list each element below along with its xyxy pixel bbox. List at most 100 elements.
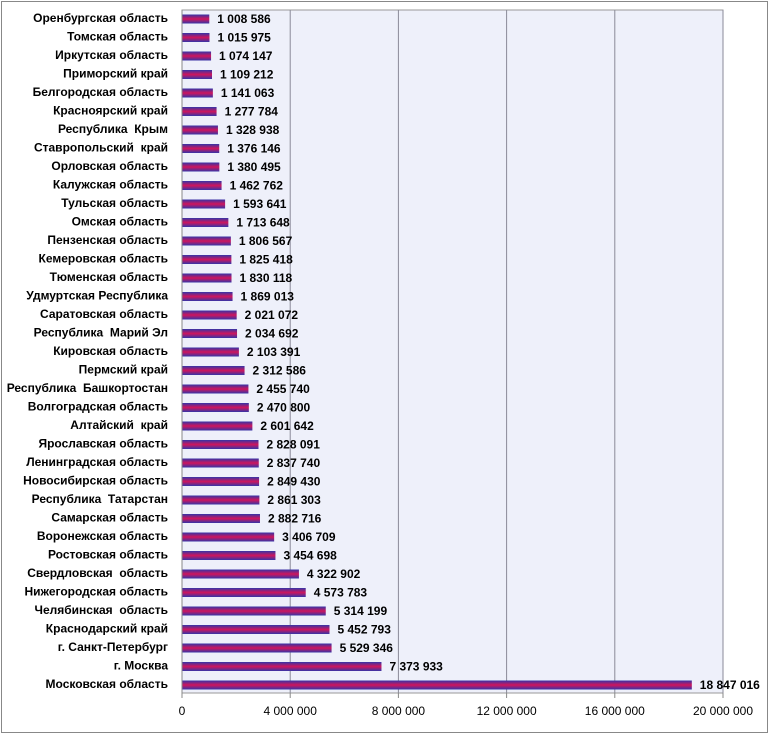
y-tick-label: Республика Крым <box>58 122 168 136</box>
plot-area <box>181 9 724 694</box>
y-tick-label: Белгородская область <box>33 85 168 99</box>
value-label: 2 861 303 <box>267 493 321 507</box>
y-tick-label: Новосибирская область <box>23 474 168 488</box>
bar <box>182 643 332 653</box>
y-tick-label: Красноярский край <box>53 104 168 118</box>
y-tick-label: Приморский край <box>63 67 168 81</box>
value-label: 1 008 586 <box>217 12 271 26</box>
value-label: 1 328 938 <box>226 123 280 137</box>
value-label: 7 373 933 <box>389 660 443 674</box>
y-tick-label: Волгоградская область <box>28 400 168 414</box>
bar <box>182 662 382 671</box>
value-label: 1 277 784 <box>225 105 279 119</box>
y-tick-label: Пермский край <box>79 363 168 377</box>
y-tick-label: Оренбургская область <box>33 11 168 25</box>
y-tick-label: Кемеровская область <box>39 252 169 266</box>
x-tick-label: 0 <box>179 704 186 718</box>
value-label: 2 470 800 <box>257 401 311 415</box>
value-label: 3 406 709 <box>282 530 336 544</box>
value-label: 2 601 642 <box>260 419 314 433</box>
y-tick-label: Краснодарский край <box>46 622 168 636</box>
y-tick-label: Алтайский край <box>70 418 168 432</box>
bar <box>182 162 220 172</box>
value-label: 1 825 418 <box>239 253 293 267</box>
x-tick-label: 8 000 000 <box>372 704 426 718</box>
value-label: 1 380 495 <box>227 160 281 174</box>
bar <box>182 144 220 153</box>
y-tick-label: Пензенская область <box>47 233 168 247</box>
y-tick-label: Свердловская область <box>27 566 168 580</box>
bar <box>182 51 212 61</box>
bar <box>182 569 299 579</box>
value-label: 2 455 740 <box>256 382 310 396</box>
bar <box>182 292 233 301</box>
bar <box>182 33 210 42</box>
bar <box>182 347 239 357</box>
y-tick-label: Кировская область <box>53 344 168 358</box>
bar <box>182 495 260 505</box>
value-label: 2 882 716 <box>268 512 322 526</box>
value-label: 2 034 692 <box>245 327 299 341</box>
value-label: 2 828 091 <box>266 438 320 452</box>
y-tick-label: Тюменская область <box>50 270 168 284</box>
bar <box>182 514 260 523</box>
bar <box>182 70 213 79</box>
y-tick-label: Саратовская область <box>40 307 168 321</box>
x-tick-label: 16 000 000 <box>585 704 645 718</box>
value-label: 2 312 586 <box>253 364 307 378</box>
bar <box>182 218 229 227</box>
value-label: 1 830 118 <box>240 271 293 285</box>
bar <box>182 236 231 246</box>
y-tick-label: Ленинградская область <box>26 455 168 469</box>
y-tick-label: Орловская область <box>51 159 168 173</box>
x-tick-label: 20 000 000 <box>693 704 753 718</box>
value-label: 2 021 072 <box>245 308 299 322</box>
y-tick-label: Удмуртская Республика <box>26 289 168 303</box>
value-label: 5 452 793 <box>337 623 391 637</box>
value-label: 5 314 199 <box>334 604 388 618</box>
x-tick-label: 4 000 000 <box>264 704 318 718</box>
value-label: 2 103 391 <box>247 345 301 359</box>
bar <box>182 181 222 190</box>
y-tick-label: Омская область <box>72 215 168 229</box>
value-label: 3 454 698 <box>283 549 337 563</box>
y-tick-label: г. Москва <box>114 659 169 673</box>
value-label: 1 806 567 <box>239 234 293 248</box>
value-label: 1 074 147 <box>219 49 273 63</box>
value-label: 1 015 975 <box>217 31 271 45</box>
bar <box>182 606 326 616</box>
y-tick-label: Ярославская область <box>38 437 168 451</box>
value-label: 4 322 902 <box>307 567 361 581</box>
value-label: 1 376 146 <box>227 142 281 156</box>
y-tick-label: Ставропольский край <box>34 141 168 155</box>
value-label: 2 837 740 <box>267 456 321 470</box>
y-tick-label: Самарская область <box>51 511 168 525</box>
bar <box>182 551 276 560</box>
value-label: 1 141 063 <box>221 86 275 100</box>
y-tick-label: Воронежская область <box>37 529 168 543</box>
y-tick-label: Томская область <box>67 30 168 44</box>
bar <box>182 366 245 375</box>
bar <box>182 440 259 449</box>
y-tick-label: г. Санкт-Петербург <box>58 640 168 654</box>
value-label: 5 529 346 <box>340 641 394 655</box>
value-label: 1 593 641 <box>233 197 287 211</box>
bar <box>182 680 692 690</box>
value-label: 2 849 430 <box>267 475 321 489</box>
y-tick-label: Тульская область <box>61 196 168 210</box>
y-tick-label: Калужская область <box>53 178 168 192</box>
bar <box>182 532 275 542</box>
value-label: 1 713 648 <box>236 216 290 230</box>
y-tick-label: Ростовская область <box>48 548 168 562</box>
bar <box>182 199 226 209</box>
bar <box>182 403 249 412</box>
bar <box>182 310 237 320</box>
bar <box>182 88 213 98</box>
bar <box>182 588 306 597</box>
value-label: 1 109 212 <box>220 68 274 82</box>
bar <box>182 14 210 24</box>
y-tick-label: Республика Татарстан <box>32 492 168 506</box>
bar <box>182 255 232 264</box>
